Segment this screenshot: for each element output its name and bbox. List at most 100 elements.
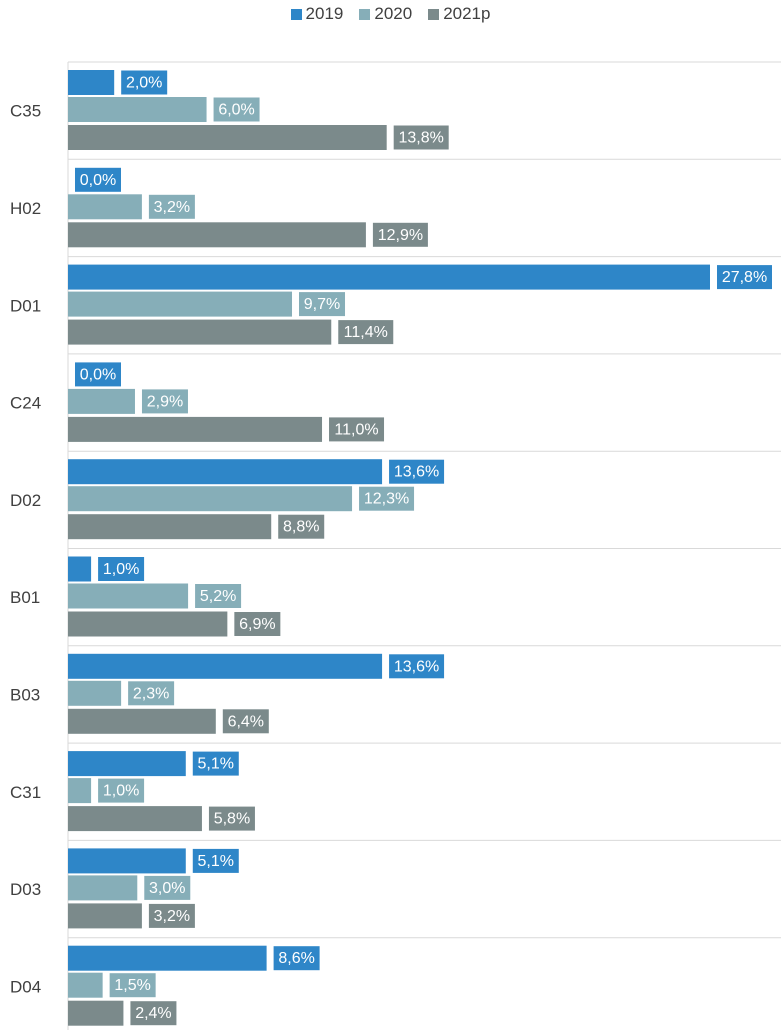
legend-label-2021p: 2021p [443,4,491,23]
bar-2021p [68,1000,124,1026]
legend-label-2019: 2019 [305,4,344,23]
data-label-box-2019 [75,167,121,192]
data-label-box-2020 [144,875,191,900]
data-label-2021p: 8,8% [283,519,319,536]
data-label-box-2020 [359,486,415,511]
bar-2020 [68,194,142,220]
data-label-2021p: 11,0% [334,421,378,438]
data-label-2021p: 2,4% [135,1005,171,1022]
data-label-2019: 27,8% [722,269,767,286]
data-label-box-2019 [717,265,772,290]
category-label: C35 [10,102,41,121]
data-label-box-2019 [121,70,168,95]
data-label-box-2020 [109,973,156,998]
legend-item-2020: 2020 [359,4,412,24]
category-label: H02 [10,199,41,218]
bar-2020 [68,583,189,609]
category-label: D02 [10,491,41,510]
data-label-2019: 5,1% [198,756,234,773]
bar-2019 [68,556,92,582]
bar-2019 [68,264,710,290]
bar-2019 [68,945,267,971]
data-label-box-2019 [273,946,320,971]
data-label-box-2019 [98,557,145,581]
data-label-box-2019 [389,654,445,679]
data-label-2020: 2,9% [147,393,183,410]
data-label-2019: 8,6% [278,950,314,967]
bar-2021p [68,708,216,734]
category-label: C24 [10,394,41,413]
bar-2021p [68,222,366,248]
data-label-box-2021p [208,806,255,831]
bar-2021p [68,611,228,637]
legend-item-2019: 2019 [290,4,344,24]
data-label-2020: 5,2% [200,588,236,605]
data-label-box-2019 [389,459,445,484]
data-label-2020: 9,7% [304,296,340,313]
data-label-2020: 1,0% [103,783,139,800]
data-label-box-2021p [338,320,394,345]
category-label: B03 [10,685,40,704]
data-label-2021p: 6,9% [239,616,275,633]
category-label: D04 [10,977,41,996]
data-label-2019: 0,0% [80,366,116,383]
bar-2021p [68,125,387,150]
data-label-box-2020 [195,584,242,608]
bar-2020 [68,97,207,122]
legend-swatch-2021p [428,8,440,20]
data-label-2021p: 13,8% [399,130,444,147]
category-label: C31 [10,783,41,802]
data-label-2020: 3,0% [149,880,185,897]
legend: 2019 2020 2021p [0,4,781,24]
data-label-box-2021p [329,417,385,442]
data-label-2021p: 3,2% [154,908,190,925]
legend-swatch-2020 [359,8,371,20]
bar-2019 [68,70,115,95]
bar-2020 [68,972,103,998]
bar-2019 [68,653,383,679]
data-label-box-2021p [148,903,195,928]
data-label-2019: 13,6% [394,464,439,481]
data-label-2019: 5,1% [198,853,234,870]
bar-2019 [68,459,383,485]
data-label-2020: 6,0% [218,102,254,119]
data-label-box-2020 [213,97,260,122]
category-label: B01 [10,588,40,607]
data-label-2020: 12,3% [364,491,409,508]
data-label-box-2020 [148,194,195,219]
data-label-2020: 1,5% [114,977,150,994]
bar-2020 [68,388,135,414]
data-label-2020: 3,2% [154,199,190,216]
data-label-2019: 2,0% [126,75,162,92]
bar-2021p [68,319,332,345]
data-label-box-2020 [128,681,175,706]
data-label-box-2020 [141,389,188,414]
bar-2020 [68,486,353,512]
category-label: D03 [10,880,41,899]
data-label-box-2019 [192,751,239,776]
data-label-box-2021p [372,222,428,247]
data-label-box-2021p [278,514,325,539]
bar-2020 [68,680,122,706]
bar-2021p [68,416,323,442]
data-label-box-2021p [393,125,449,150]
data-label-2021p: 5,8% [214,811,250,828]
bar-2021p [68,903,142,929]
data-label-box-2021p [222,709,269,734]
legend-label-2020: 2020 [374,4,413,23]
bar-2019 [68,751,186,777]
bar-2021p [68,514,272,540]
data-label-box-2019 [75,362,121,387]
data-label-2021p: 11,4% [344,324,388,341]
data-label-box-2020 [299,292,346,317]
bar-2020 [68,778,92,804]
data-label-2019: 1,0% [103,561,139,578]
data-label-2021p: 12,9% [378,227,423,244]
data-label-box-2020 [98,778,145,803]
legend-swatch-2019 [290,8,302,20]
bar-2019 [68,848,186,874]
bar-2020 [68,875,138,901]
legend-item-2021p: 2021p [428,4,490,24]
